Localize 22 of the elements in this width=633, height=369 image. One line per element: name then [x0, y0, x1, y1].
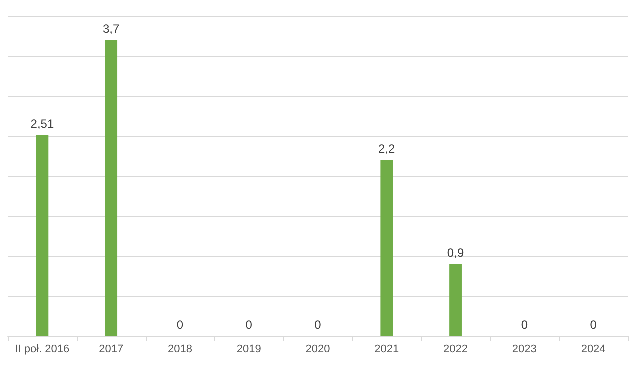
bar: [105, 40, 118, 336]
data-label: 0: [246, 318, 253, 332]
x-tick-label: 2019: [236, 344, 262, 356]
x-tick-label: 2020: [306, 344, 330, 356]
x-tick-label: 2022: [444, 344, 468, 356]
data-label: 0: [176, 318, 184, 332]
x-tick-label: 2023: [512, 344, 537, 356]
bar: [450, 264, 462, 336]
x-tick-label: 2018: [168, 344, 192, 356]
data-label: 2,51: [30, 117, 54, 132]
data-label: 0,9: [447, 246, 464, 260]
data-label: 0: [521, 318, 528, 332]
data-label: 3,7: [102, 22, 120, 36]
data-label: 2,2: [378, 142, 396, 156]
data-label: 0: [590, 318, 598, 332]
data-label: 0: [314, 318, 322, 332]
x-tick-label: 2017: [99, 344, 124, 356]
bar: [36, 135, 49, 336]
bar: [380, 160, 394, 336]
x-tick-label: II poł. 2016: [15, 344, 70, 356]
x-tick-label: 2024: [581, 344, 606, 356]
x-tick-label: 2021: [374, 344, 400, 356]
